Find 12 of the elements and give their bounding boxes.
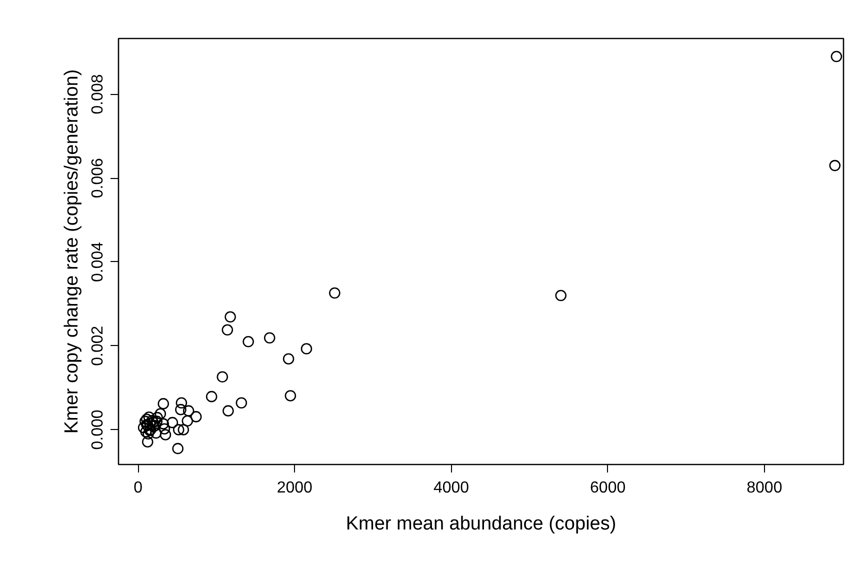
y-tick-label: 0.006 bbox=[90, 158, 106, 198]
y-axis-title: Kmer copy change rate (copies/generation) bbox=[62, 69, 82, 434]
x-tick-label: 4000 bbox=[433, 480, 470, 496]
y-tick-label: 0.008 bbox=[90, 74, 106, 114]
x-tick-label: 8000 bbox=[746, 480, 782, 496]
x-tick-label: 2000 bbox=[276, 480, 313, 496]
y-tick-label: 0.004 bbox=[90, 242, 106, 282]
x-tick-label: 0 bbox=[134, 480, 143, 496]
x-axis-title: Kmer mean abundance (copies) bbox=[346, 514, 616, 534]
y-tick-label: 0.000 bbox=[90, 410, 106, 450]
y-tick-label: 0.002 bbox=[90, 326, 106, 366]
x-tick-label: 6000 bbox=[590, 480, 626, 496]
